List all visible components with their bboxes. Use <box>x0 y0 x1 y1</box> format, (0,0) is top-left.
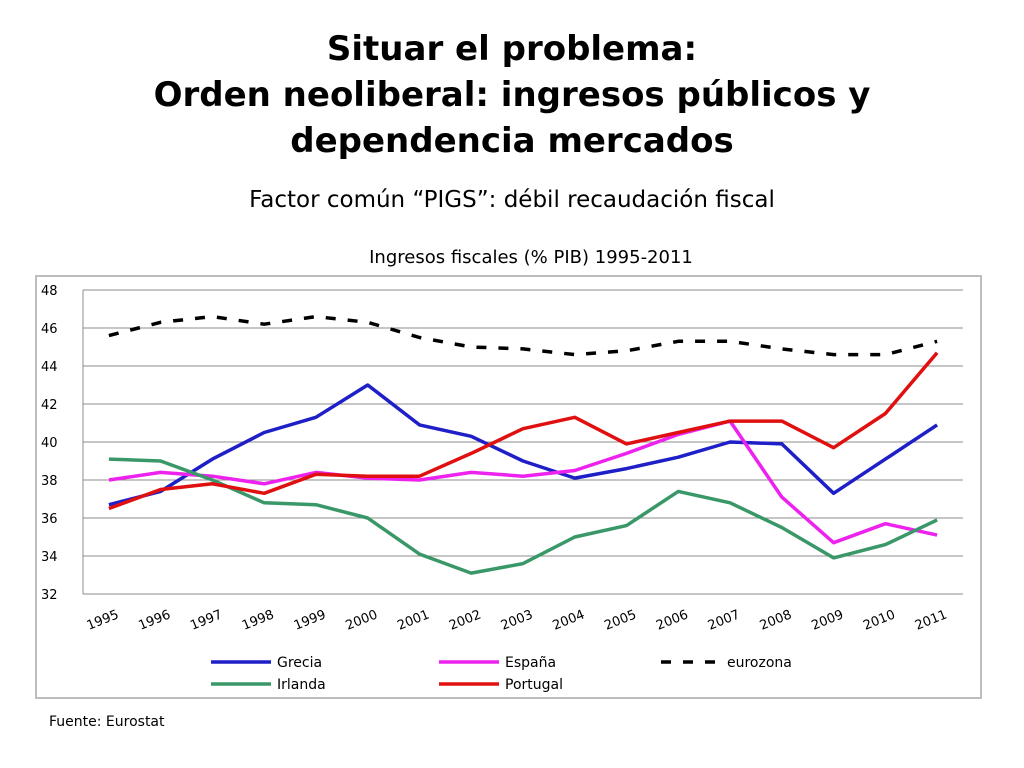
x-tick-label: 2011 <box>913 607 949 633</box>
x-tick-label: 2000 <box>344 607 380 633</box>
x-tick-label: 2007 <box>706 607 742 633</box>
y-tick-label: 44 <box>41 360 58 375</box>
x-tick-label: 2003 <box>499 607 535 633</box>
series-line-irlanda <box>108 457 938 575</box>
legend-label-portugal: Portugal <box>505 677 563 693</box>
y-tick-label: 36 <box>41 512 58 527</box>
series-line-portugal <box>108 351 939 511</box>
x-tick-label: 1995 <box>85 607 121 633</box>
y-tick-label: 34 <box>41 550 58 565</box>
chart-title: Ingresos fiscales (% PIB) 1995-2011 <box>369 247 693 268</box>
series-lines <box>108 314 939 575</box>
x-tick-label: 2006 <box>654 607 690 633</box>
x-tick-label: 2008 <box>758 607 794 633</box>
legend-label-eurozona: eurozona <box>727 655 792 671</box>
line-chart: 32 34 36 38 40 42 44 46 48 1995 1996 1997 1998 1999 20… <box>41 284 963 693</box>
tick-labels: 32 34 36 38 40 42 44 46 48 1995 1996 1997 1998 1999 20… <box>41 284 949 634</box>
y-tick-label: 38 <box>41 474 58 489</box>
x-tick-label: 2005 <box>602 607 638 633</box>
y-tick-label: 32 <box>41 588 58 603</box>
title-line-3: dependencia mercados <box>290 121 734 161</box>
slide-subtitle: Factor común “PIGS”: débil recaudación f… <box>249 187 775 213</box>
grid-lines <box>83 289 963 595</box>
x-tick-label: 1998 <box>240 607 276 633</box>
x-tick-label: 1996 <box>137 607 173 633</box>
source-note: Fuente: Eurostat <box>49 714 165 730</box>
series-line-eurozona <box>108 314 938 357</box>
y-tick-label: 42 <box>41 398 58 413</box>
x-tick-label: 2009 <box>809 607 845 633</box>
title-line-2: Orden neoliberal: ingresos públicos y <box>153 75 871 115</box>
x-tick-label: 1997 <box>188 607 224 633</box>
slide-title: Situar el problema: Orden neoliberal: in… <box>0 26 1024 164</box>
x-tick-label: 2002 <box>447 607 483 633</box>
legend-label-irlanda: Irlanda <box>277 677 326 693</box>
axes <box>82 290 963 595</box>
x-tick-label: 2001 <box>395 607 431 633</box>
y-tick-label: 46 <box>41 322 58 337</box>
y-tick-label: 40 <box>41 436 58 451</box>
chart-frame: 32 34 36 38 40 42 44 46 48 1995 1996 1997 1998 1999 20… <box>35 275 982 699</box>
y-tick-label: 48 <box>41 284 58 299</box>
legend: Grecia España eurozona Irlanda Portugal <box>211 655 792 693</box>
x-tick-label: 1999 <box>292 607 328 633</box>
legend-label-espana: España <box>505 655 556 671</box>
title-line-1: Situar el problema: <box>326 29 698 69</box>
series-line-espana <box>108 419 938 545</box>
x-tick-label: 2010 <box>861 607 897 633</box>
x-tick-label: 2004 <box>551 607 587 633</box>
series-line-grecia <box>108 383 939 507</box>
legend-label-grecia: Grecia <box>277 655 322 671</box>
